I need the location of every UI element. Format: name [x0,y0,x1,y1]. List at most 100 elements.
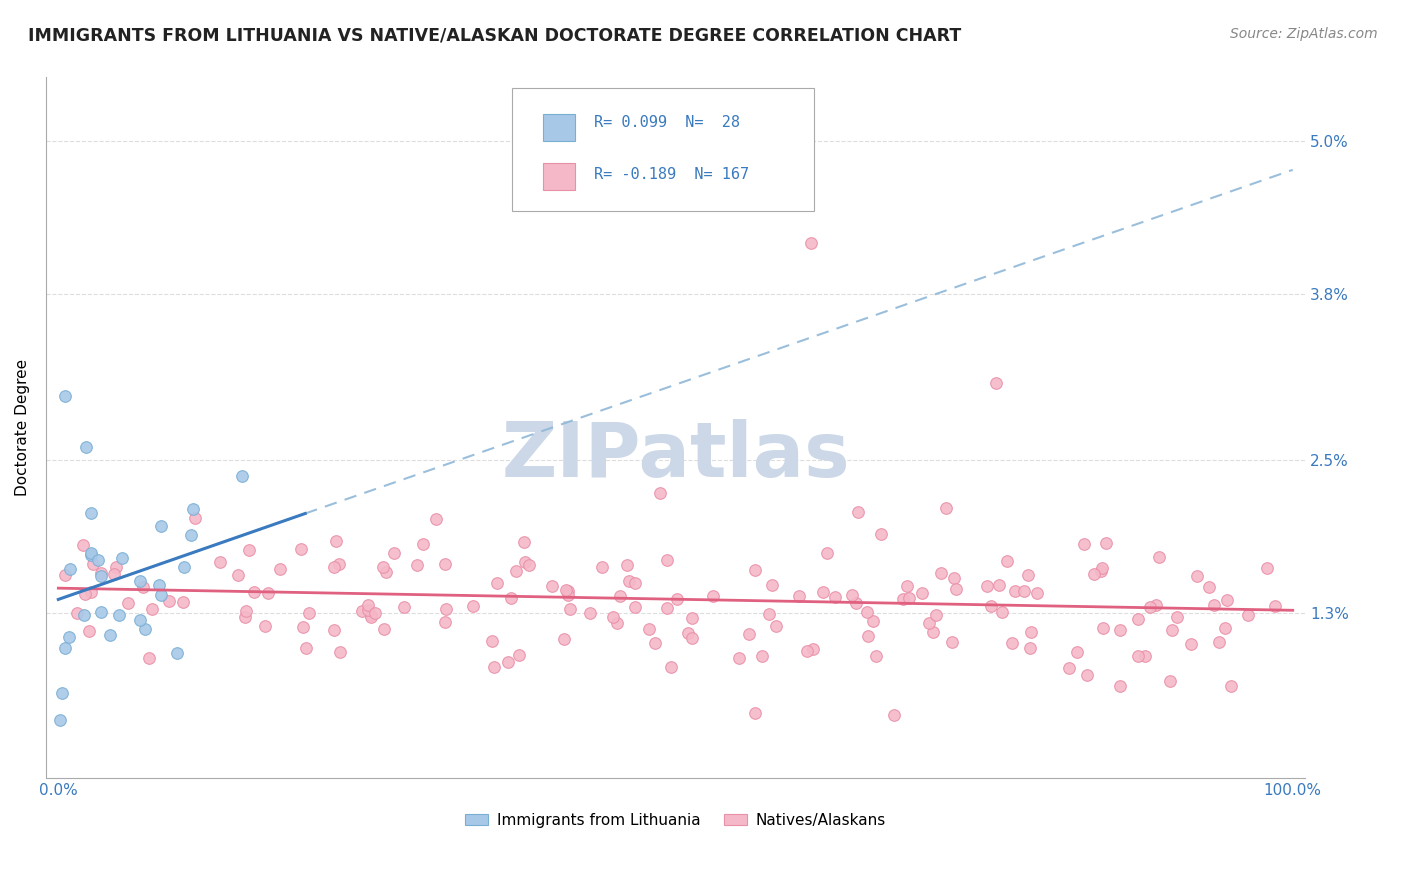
Point [73,587,96,601]
Point [883,707,905,722]
Point [433,615,456,629]
Point [1108,679,1130,693]
Point [66,606,89,620]
Point [90,568,112,582]
Point [555,582,578,597]
Point [702,589,724,603]
Point [976,579,998,593]
Point [51,686,73,700]
Point [1215,621,1237,635]
Point [929,566,952,580]
Point [870,527,893,541]
Point [751,648,773,663]
Point [1091,561,1114,575]
Point [1139,599,1161,614]
Point [605,616,627,631]
Point [896,579,918,593]
Point [1208,634,1230,648]
Point [505,564,527,578]
Point [557,588,579,602]
Point [591,559,613,574]
Point [373,622,395,636]
Text: Source: ZipAtlas.com: Source: ZipAtlas.com [1230,27,1378,41]
Bar [543,163,575,190]
Point [796,643,818,657]
Point [1187,568,1209,582]
Point [166,646,188,660]
Point [238,543,260,558]
Point [105,560,128,574]
Point [59,562,82,576]
Point [1160,623,1182,637]
Point [484,659,506,673]
Point [1066,644,1088,658]
Point [1180,637,1202,651]
Point [862,614,884,628]
Point [295,640,318,655]
Point [644,635,666,649]
Point [257,586,280,600]
Point [1025,586,1047,600]
Point [1147,550,1170,565]
Point [986,376,1008,391]
Point [1256,561,1278,575]
Point [231,469,253,483]
Point [87,553,110,567]
Point [132,580,155,594]
Point [845,596,868,610]
Point [925,607,948,622]
Point [323,559,346,574]
Point [235,610,257,624]
Point [1128,649,1150,664]
Y-axis label: Doctorate Degree: Doctorate Degree [15,359,30,496]
Point [557,584,579,599]
Point [375,566,398,580]
Point [356,599,378,613]
Point [129,574,152,588]
Point [865,648,887,663]
Point [75,440,97,454]
Point [935,501,957,516]
Point [728,651,751,665]
Point [619,574,641,588]
Point [82,557,104,571]
Point [1019,641,1042,656]
Point [911,586,934,600]
Point [602,609,624,624]
Point [1133,649,1156,664]
Point [117,596,139,610]
Point [184,510,207,524]
Point [434,602,457,616]
Point [1126,612,1149,626]
Point [364,606,387,620]
Point [111,550,134,565]
Point [412,536,434,550]
Point [1017,567,1039,582]
Point [433,558,456,572]
Point [254,619,277,633]
Point [290,541,312,556]
Point [540,579,562,593]
Point [1001,636,1024,650]
Point [941,635,963,649]
Point [1073,537,1095,551]
Point [681,631,703,645]
Point [141,601,163,615]
Point [150,589,173,603]
Point [180,527,202,541]
Point [758,607,780,621]
Point [103,567,125,582]
Point [425,512,447,526]
Point [922,625,945,640]
Point [134,622,156,636]
Point [897,591,920,605]
Point [988,578,1011,592]
Point [648,485,671,500]
Point [624,599,647,614]
Point [945,582,967,596]
Point [138,651,160,665]
Point [80,506,103,520]
Point [80,584,103,599]
Point [891,591,914,606]
Point [1166,610,1188,624]
